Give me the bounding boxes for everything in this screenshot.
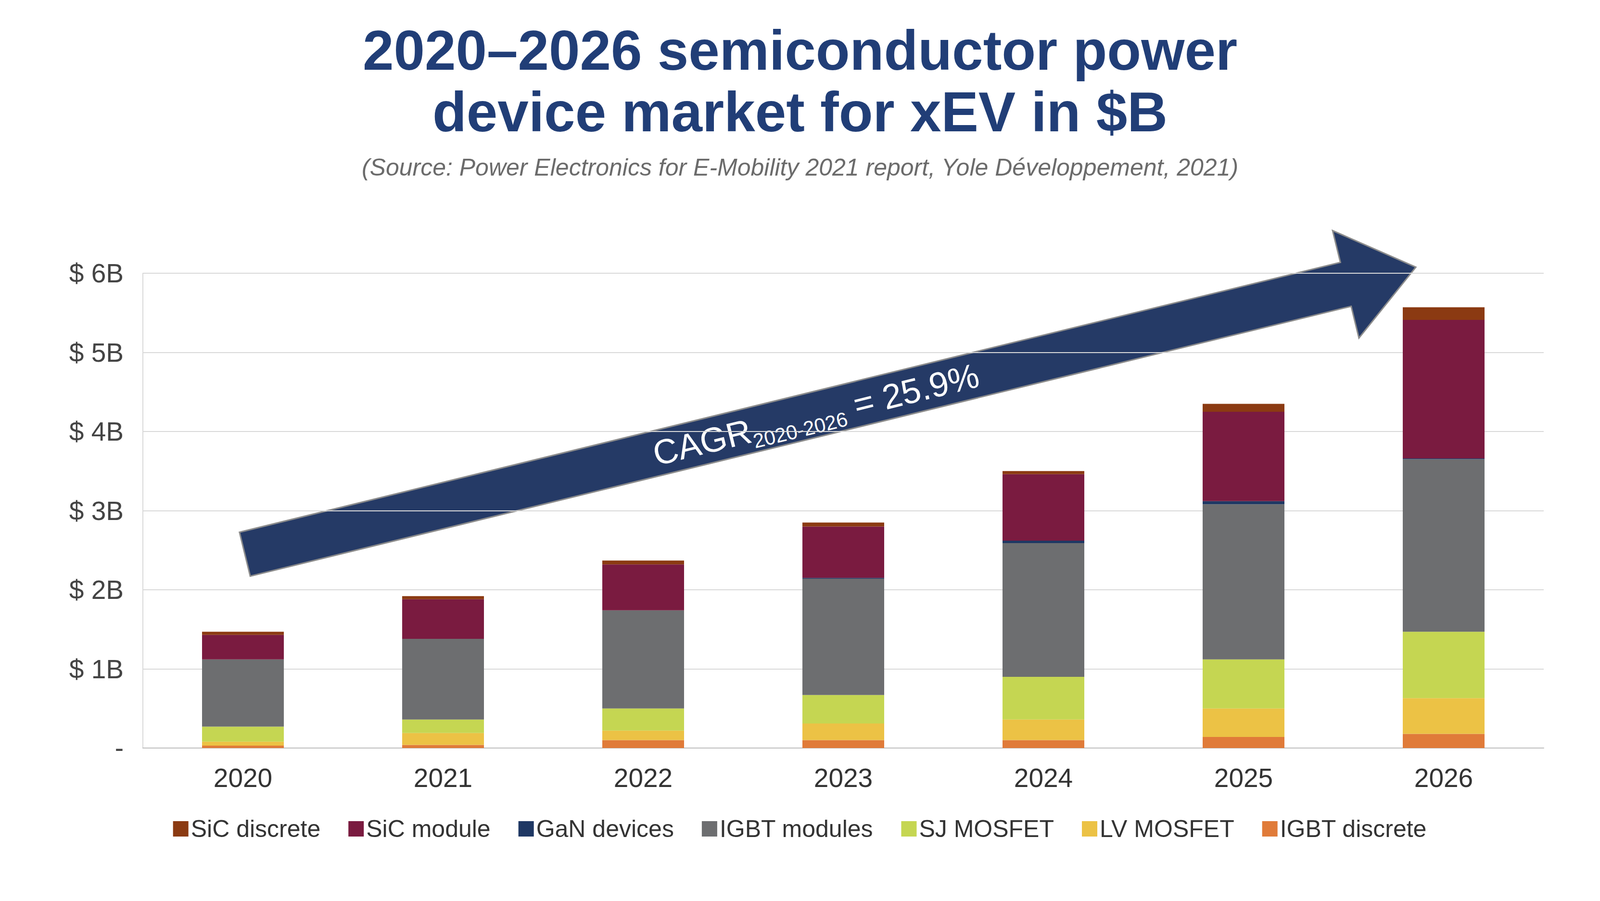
svg-text:$ 3B: $ 3B [69, 495, 124, 526]
svg-text:$ 6B: $ 6B [69, 258, 124, 289]
svg-text:$ 4B: $ 4B [69, 416, 124, 447]
svg-text:2024: 2024 [1014, 762, 1073, 793]
svg-text:2020: 2020 [213, 762, 273, 793]
svg-text:2020–2026 semiconductor power: 2020–2026 semiconductor power [362, 19, 1238, 82]
svg-text:2021: 2021 [413, 762, 473, 793]
svg-text:$ 1B: $ 1B [69, 654, 124, 685]
svg-text:device market for xEV in $B: device market for xEV in $B [432, 80, 1168, 144]
svg-text:LV MOSFET: LV MOSFET [1099, 815, 1235, 843]
svg-text:2023: 2023 [813, 762, 873, 793]
svg-text:2022: 2022 [613, 762, 673, 793]
svg-text:SiC module: SiC module [366, 815, 491, 843]
svg-text:$ 2B: $ 2B [69, 574, 124, 605]
svg-text:SiC discrete: SiC discrete [190, 815, 321, 843]
svg-text:-: - [114, 733, 124, 763]
svg-text:$ 5B: $ 5B [69, 337, 124, 368]
svg-text:(Source: Power Electronics for: (Source: Power Electronics for E-Mobilit… [361, 153, 1239, 181]
svg-text:IGBT discrete: IGBT discrete [1280, 815, 1427, 843]
svg-text:CAGR: CAGR [648, 411, 756, 473]
svg-text:GaN devices: GaN devices [536, 815, 674, 843]
svg-text:IGBT modules: IGBT modules [719, 815, 874, 843]
svg-text:= 25.9%: = 25.9% [839, 355, 983, 427]
svg-text:2020-2026: 2020-2026 [750, 407, 851, 453]
svg-text:2025: 2025 [1214, 762, 1273, 793]
svg-text:2026: 2026 [1414, 762, 1474, 793]
svg-text:SJ MOSFET: SJ MOSFET [918, 815, 1054, 843]
